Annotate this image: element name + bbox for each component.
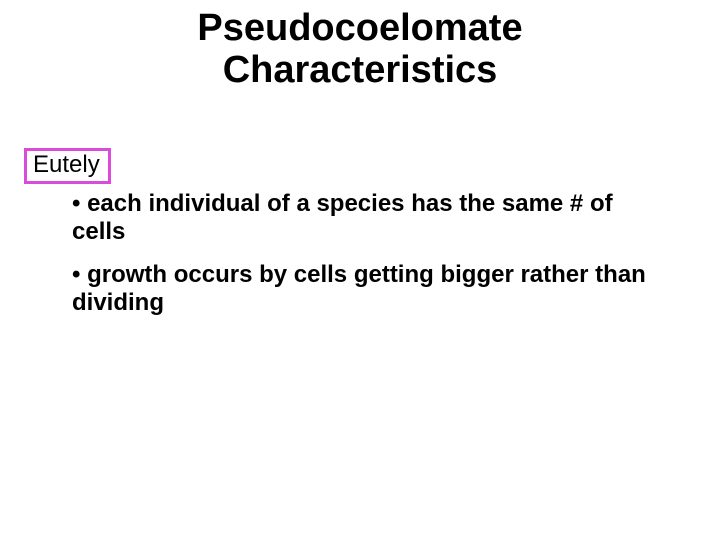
slide: Pseudocoelomate Characteristics Eutely •… [0,0,720,540]
bullet-item: • each individual of a species has the s… [72,190,652,247]
term-label: Eutely [33,151,100,178]
bullet-item: • growth occurs by cells getting bigger … [72,261,652,318]
bullet-list: • each individual of a species has the s… [72,190,652,331]
term-box: Eutely [24,148,111,184]
title-line-1: Pseudocoelomate [197,7,522,49]
title-line-2: Characteristics [223,49,498,91]
slide-title: Pseudocoelomate Characteristics [0,8,720,92]
